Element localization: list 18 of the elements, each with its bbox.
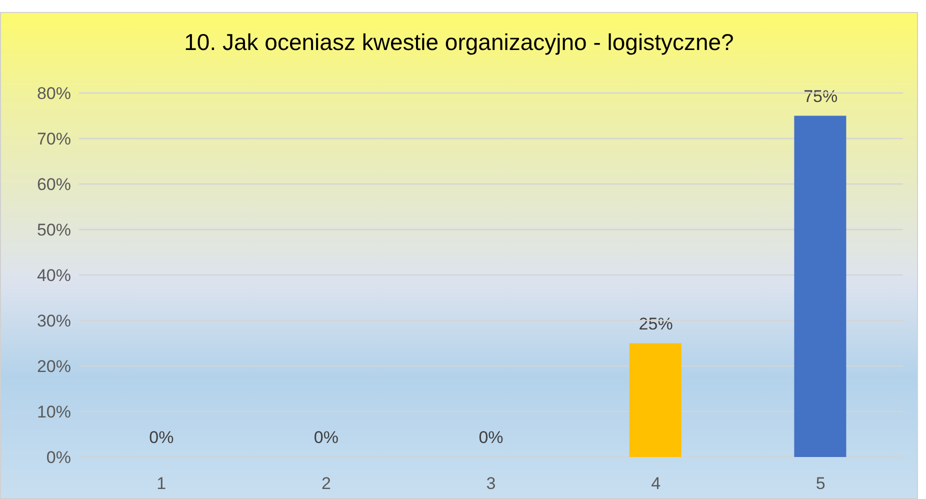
y-tick-label: 10% [36, 402, 71, 422]
y-tick-label: 50% [36, 220, 71, 240]
y-tick-label: 80% [36, 84, 71, 104]
y-tick-label: 40% [36, 266, 71, 286]
y-tick-label: 20% [36, 357, 71, 376]
data-label: 0% [478, 428, 504, 447]
x-tick-label: 2 [321, 474, 331, 494]
x-tick-label: 5 [816, 474, 826, 494]
y-tick-label: 60% [36, 175, 71, 194]
x-tick-label: 4 [651, 474, 661, 494]
y-tick-label: 30% [36, 312, 71, 331]
data-label: 0% [314, 428, 338, 447]
x-tick-label: 3 [486, 474, 496, 494]
y-tick-label: 0% [46, 448, 71, 468]
data-label: 0% [149, 428, 174, 447]
x-tick-label: 1 [156, 474, 166, 494]
y-tick-label: 70% [36, 130, 71, 149]
chart-title: 10. Jak oceniasz kwestie organizacyjno - logistyczne? [183, 28, 735, 57]
